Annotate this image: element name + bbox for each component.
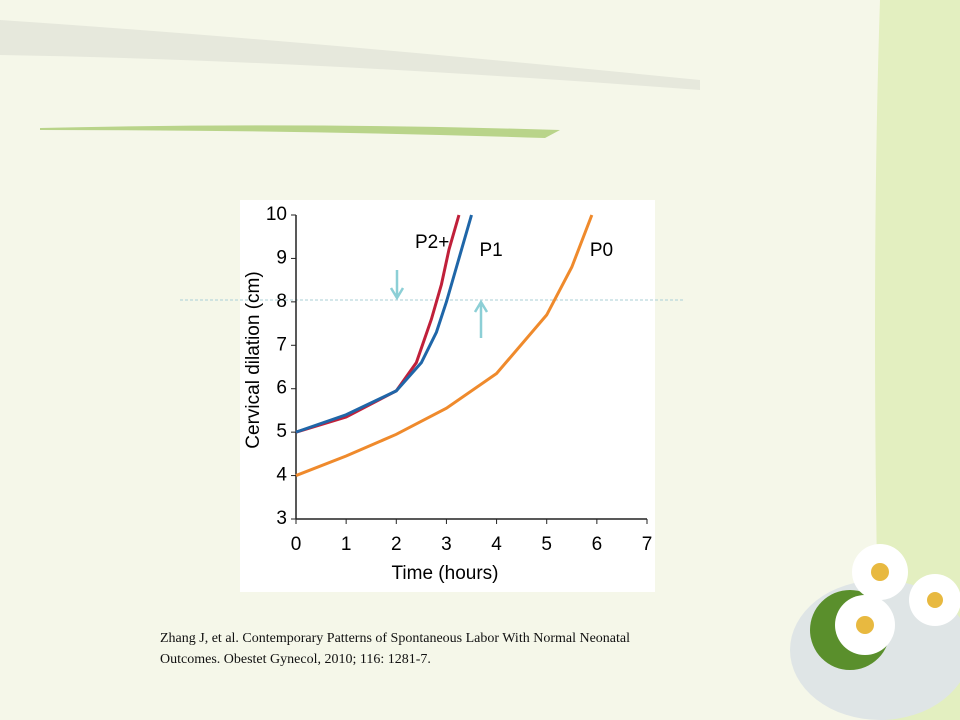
x-tick-label: 5: [541, 534, 552, 555]
series-label: P1: [480, 240, 503, 261]
series-line: [295, 214, 473, 434]
series-line: [295, 214, 594, 477]
x-tick-label: 0: [291, 534, 302, 555]
decor-flower-center: [856, 616, 874, 634]
y-tick-label: 4: [276, 465, 287, 486]
citation-line: Outcomes. Obestet Gynecol, 2010; 116: 12…: [160, 652, 431, 667]
y-axis-label: Cervical dilation (cm): [243, 271, 264, 448]
x-tick-label: 3: [441, 534, 452, 555]
x-tick-label: 1: [341, 534, 352, 555]
decor-line: [40, 125, 560, 138]
arrow-up: [473, 299, 489, 338]
decor-flower-center: [871, 563, 889, 581]
x-tick-label: 7: [642, 534, 653, 555]
y-tick-label: 8: [276, 291, 287, 312]
citation-line: Zhang J, et al. Contemporary Patterns of…: [160, 631, 631, 646]
y-tick-label: 10: [266, 204, 287, 225]
arrow-down: [389, 270, 405, 301]
series-line: [295, 214, 461, 434]
citation: Zhang J, et al. Contemporary Patterns of…: [160, 628, 760, 670]
series-label: P0: [590, 240, 613, 261]
y-tick-label: 3: [276, 508, 287, 529]
series-label: P2+: [415, 232, 449, 253]
x-axis-label: Time (hours): [392, 563, 499, 584]
y-tick-label: 7: [276, 334, 287, 355]
chart-panel: [240, 200, 655, 592]
x-tick-label: 4: [491, 534, 502, 555]
decor-flower-center: [927, 592, 943, 608]
x-tick-label: 2: [391, 534, 402, 555]
decor-strip: [875, 0, 960, 720]
x-tick-label: 6: [592, 534, 603, 555]
y-tick-label: 9: [276, 247, 287, 268]
y-tick-label: 5: [276, 421, 287, 442]
y-tick-label: 6: [276, 378, 287, 399]
decor-band: [0, 20, 700, 90]
